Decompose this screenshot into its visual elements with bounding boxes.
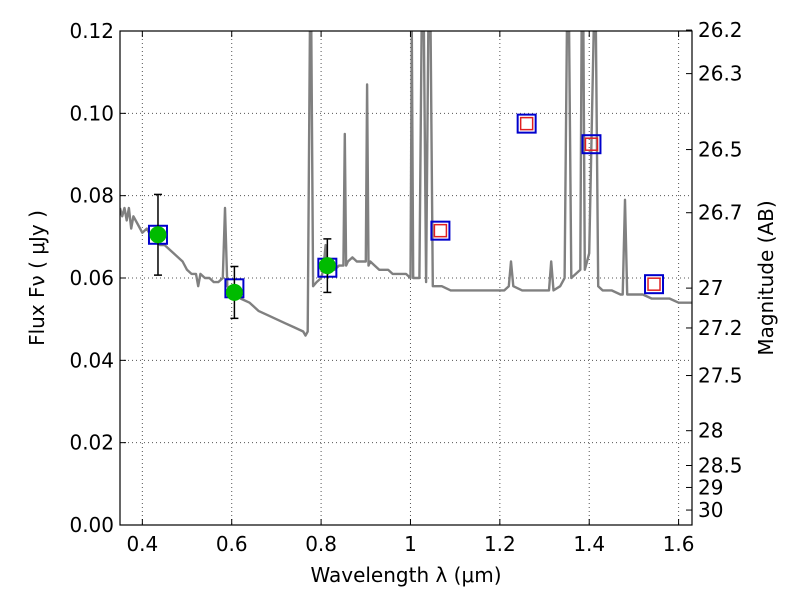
detection-point <box>225 283 243 301</box>
magnitude-tick-label: 28.5 <box>698 453 743 477</box>
magnitude-tick-label: 26.3 <box>698 62 743 86</box>
magnitude-tick-label: 26.7 <box>698 201 743 225</box>
y-tick-label: 0.10 <box>69 101 114 125</box>
x-tick-label: 1.6 <box>663 532 695 556</box>
x-tick-label: 0.6 <box>216 532 248 556</box>
magnitude-tick-label: 27 <box>698 276 723 300</box>
magnitude-tick-label: 26.5 <box>698 138 743 162</box>
detection-point <box>149 226 167 244</box>
x-axis-ticks: 0.4 0.6 0.8 1 1.2 1.4 1.6 <box>126 31 695 556</box>
model-spectrum-line <box>120 31 692 337</box>
magnitude-tick-label: 27.5 <box>698 364 743 388</box>
detection-point <box>318 257 336 275</box>
y-tick-label: 0.12 <box>69 19 114 43</box>
magnitude-tick-label: 26.2 <box>698 18 743 42</box>
y-tick-label: 0.02 <box>69 431 114 455</box>
model-photometry-box <box>581 134 602 155</box>
upper-limit-marker <box>584 137 599 151</box>
spectrum-layer <box>120 31 692 337</box>
x-tick-label: 1 <box>404 532 417 556</box>
upper-limit-marker <box>433 223 448 238</box>
magnitude-tick-label: 27.2 <box>698 316 743 340</box>
model-photometry-box <box>516 113 537 134</box>
magnitude-tick-label: 29 <box>698 475 723 499</box>
y-tick-label: 0.08 <box>69 184 114 208</box>
y-axis-label: Flux Fν ( μJy ) <box>25 210 49 346</box>
x-tick-label: 1.2 <box>484 532 516 556</box>
x-tick-label: 1.4 <box>573 532 605 556</box>
y-axis-ticks: 0.00 0.02 0.04 0.06 0.08 0.10 0.12 <box>69 19 126 537</box>
upper-limit-marker <box>519 116 534 131</box>
magnitude-tick-label: 30 <box>698 498 723 522</box>
x-tick-label: 0.4 <box>126 532 158 556</box>
y-tick-label: 0.04 <box>69 348 114 372</box>
x-tick-label: 0.8 <box>305 532 337 556</box>
y-tick-label: 0.06 <box>69 266 114 290</box>
model-photometry-box <box>644 274 665 295</box>
marker-layer <box>147 113 665 320</box>
upper-limit-marker <box>647 277 661 291</box>
y-tick-label: 0.00 <box>69 513 114 537</box>
model-photometry-box <box>430 220 451 241</box>
magnitude-tick-label: 28 <box>698 419 723 443</box>
magnitude-axis-label: Magnitude (AB) <box>754 200 778 355</box>
x-axis-label: Wavelength λ (μm) <box>310 563 501 587</box>
